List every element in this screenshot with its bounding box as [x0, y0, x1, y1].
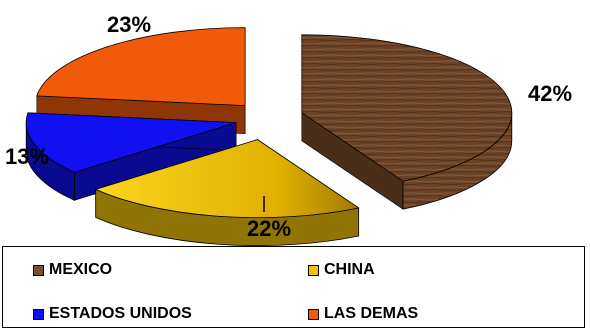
- legend-swatch-china: [308, 264, 319, 276]
- pie-chart: 42% 22% 13% 23%: [5, 12, 572, 246]
- label-mexico: 42%: [528, 81, 572, 106]
- legend-item-china: CHINA: [308, 261, 375, 279]
- legend-swatch-mexico: [33, 264, 44, 276]
- label-china: 22%: [247, 216, 291, 241]
- legend-label-china: CHINA: [324, 261, 375, 278]
- slice-china: [94, 139, 360, 246]
- label-las-demas: 23%: [107, 12, 151, 37]
- legend-label-estados-unidos: ESTADOS UNIDOS: [49, 305, 192, 322]
- legend-swatch-las-demas: [308, 308, 319, 320]
- legend-item-estados-unidos: ESTADOS UNIDOS: [33, 305, 192, 323]
- legend-label-mexico: MEXICO: [49, 261, 113, 278]
- legend-item-las-demas: LAS DEMAS: [308, 305, 418, 323]
- slice-estados-unidos: [25, 112, 237, 201]
- legend-label-las-demas: LAS DEMAS: [324, 305, 419, 322]
- label-estados-unidos: 13%: [5, 144, 49, 169]
- legend: MEXICO CHINA ESTADOS UNIDOS LAS DEMAS: [2, 246, 585, 328]
- legend-item-mexico: MEXICO: [33, 261, 112, 279]
- slice-mexico: [301, 34, 513, 210]
- legend-swatch-estados-unidos: [33, 308, 44, 320]
